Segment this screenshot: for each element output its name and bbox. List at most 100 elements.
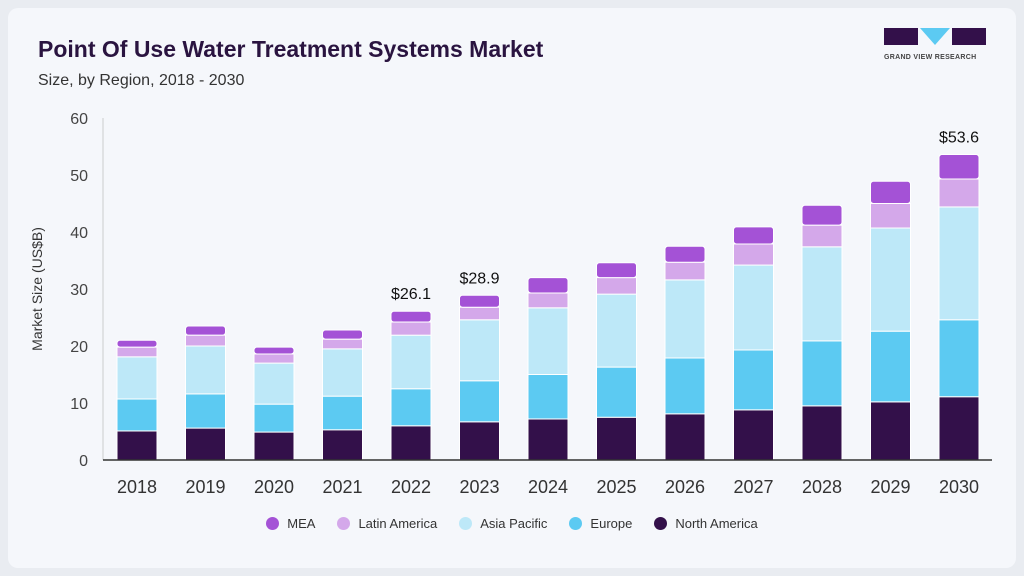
bar-segment-mea: [596, 262, 637, 279]
bar-segment-asia-pacific: [664, 279, 706, 359]
bar-segment-europe: [801, 340, 843, 407]
x-tick-label: 2019: [185, 477, 225, 497]
x-tick-label: 2018: [117, 477, 157, 497]
x-tick-label: 2023: [459, 477, 499, 497]
bar-segment-mea: [322, 329, 363, 340]
bar-segment-europe: [664, 357, 706, 415]
y-tick-label: 20: [70, 339, 88, 356]
bar-segment-mea: [733, 226, 774, 245]
bar-segment-asia-pacific: [870, 227, 911, 332]
bar-segment-north-america: [185, 427, 226, 461]
data-label: $53.6: [939, 129, 979, 146]
grand-view-research-logo: GRAND VIEW RESEARCH: [884, 28, 986, 61]
legend-item[interactable]: Asia Pacific: [459, 516, 547, 531]
logo-mark-icon: [884, 28, 986, 45]
bar-segment-asia-pacific: [733, 264, 774, 351]
bar-segment-mea: [390, 310, 432, 323]
legend-label: Asia Pacific: [480, 516, 548, 531]
chart-subtitle: Size, by Region, 2018 - 2030: [38, 72, 245, 89]
x-tick-label: 2028: [802, 477, 842, 497]
data-label: $28.9: [459, 270, 499, 287]
bar-segment-north-america: [664, 413, 706, 461]
legend-item[interactable]: Europe: [569, 516, 632, 531]
y-tick-label: 0: [79, 453, 88, 470]
bar-segment-latin-america: [459, 306, 500, 321]
bar-segment-mea: [801, 204, 843, 226]
chart-title: Point Of Use Water Treatment Systems Mar…: [38, 36, 544, 62]
bar-segment-latin-america: [116, 346, 158, 358]
bar-segment-europe: [390, 388, 432, 427]
x-tick-label: 2029: [870, 477, 910, 497]
legend-label: North America: [675, 516, 758, 531]
bar-segment-europe: [459, 380, 500, 423]
bar-segment-asia-pacific: [938, 206, 980, 321]
bar-segment-north-america: [733, 409, 774, 461]
legend-label: Europe: [590, 516, 633, 531]
bar-segment-europe: [185, 393, 226, 429]
legend-item[interactable]: North America: [654, 516, 758, 531]
bar-segment-mea: [185, 325, 226, 336]
bar-segment-mea: [938, 153, 980, 180]
bar-segment-asia-pacific: [322, 348, 363, 397]
bar-segment-latin-america: [185, 334, 226, 347]
bar-segment-asia-pacific: [185, 345, 226, 395]
data-label: $26.1: [391, 286, 431, 303]
bar-segment-north-america: [322, 429, 363, 461]
x-tick-label: 2027: [733, 477, 773, 497]
bar-segment-europe: [870, 330, 911, 403]
bar-segment-latin-america: [938, 178, 980, 208]
bar-segment-asia-pacific: [459, 319, 500, 382]
y-tick-label: 40: [70, 225, 88, 242]
bar-segment-latin-america: [733, 243, 774, 266]
legend-label: Latin America: [358, 516, 438, 531]
x-tick-label: 2021: [322, 477, 362, 497]
x-tick-label: 2026: [665, 477, 705, 497]
bar-segment-north-america: [390, 425, 432, 461]
bar-segment-asia-pacific: [801, 246, 843, 342]
bar-segment-latin-america: [390, 321, 432, 336]
bar-segment-north-america: [870, 401, 911, 461]
bar-segment-north-america: [253, 431, 295, 461]
legend-swatch-icon: [654, 517, 668, 530]
y-axis-title: Market Size (US$B): [29, 227, 45, 351]
bar-segment-europe: [322, 395, 363, 431]
bar-segment-asia-pacific: [390, 334, 432, 390]
bar-segment-europe: [527, 374, 569, 420]
bar-segment-latin-america: [801, 224, 843, 248]
y-tick-label: 60: [70, 111, 88, 128]
legend-item[interactable]: MEA: [266, 516, 315, 531]
legend-swatch-icon: [337, 517, 351, 530]
bar-segment-latin-america: [527, 292, 569, 309]
x-tick-label: 2024: [528, 477, 568, 497]
bar-segment-mea: [870, 180, 911, 205]
y-tick-label: 30: [70, 282, 88, 299]
bar-segment-north-america: [801, 405, 843, 461]
bar-segment-north-america: [527, 418, 569, 461]
x-tick-label: 2020: [254, 477, 294, 497]
legend-swatch-icon: [266, 517, 280, 530]
legend-item[interactable]: Latin America: [337, 516, 437, 531]
y-tick-label: 10: [70, 396, 88, 413]
bar-segment-europe: [596, 366, 637, 418]
bar-segment-asia-pacific: [253, 362, 295, 405]
legend-label: MEA: [287, 516, 316, 531]
legend-swatch-icon: [569, 517, 583, 530]
bar-segment-asia-pacific: [527, 307, 569, 375]
bar-segment-north-america: [459, 421, 500, 461]
legend: MEA Latin America Asia Pacific Europe North …: [0, 516, 1024, 531]
bar-segment-north-america: [596, 416, 637, 461]
bar-segment-north-america: [938, 396, 980, 461]
logo-text: GRAND VIEW RESEARCH: [884, 54, 977, 61]
bar-segment-mea: [116, 339, 158, 348]
bar-segment-latin-america: [664, 261, 706, 281]
legend-swatch-icon: [459, 517, 473, 530]
chart-card: Point Of Use Water Treatment Systems Mar…: [8, 8, 1016, 568]
x-tick-label: 2030: [939, 477, 979, 497]
bar-segment-mea: [527, 277, 569, 294]
bar-segment-latin-america: [870, 203, 911, 229]
bar-segment-europe: [733, 349, 774, 411]
bar-segment-europe: [116, 398, 158, 432]
bar-segment-asia-pacific: [596, 293, 637, 368]
bar-segment-mea: [664, 245, 706, 263]
